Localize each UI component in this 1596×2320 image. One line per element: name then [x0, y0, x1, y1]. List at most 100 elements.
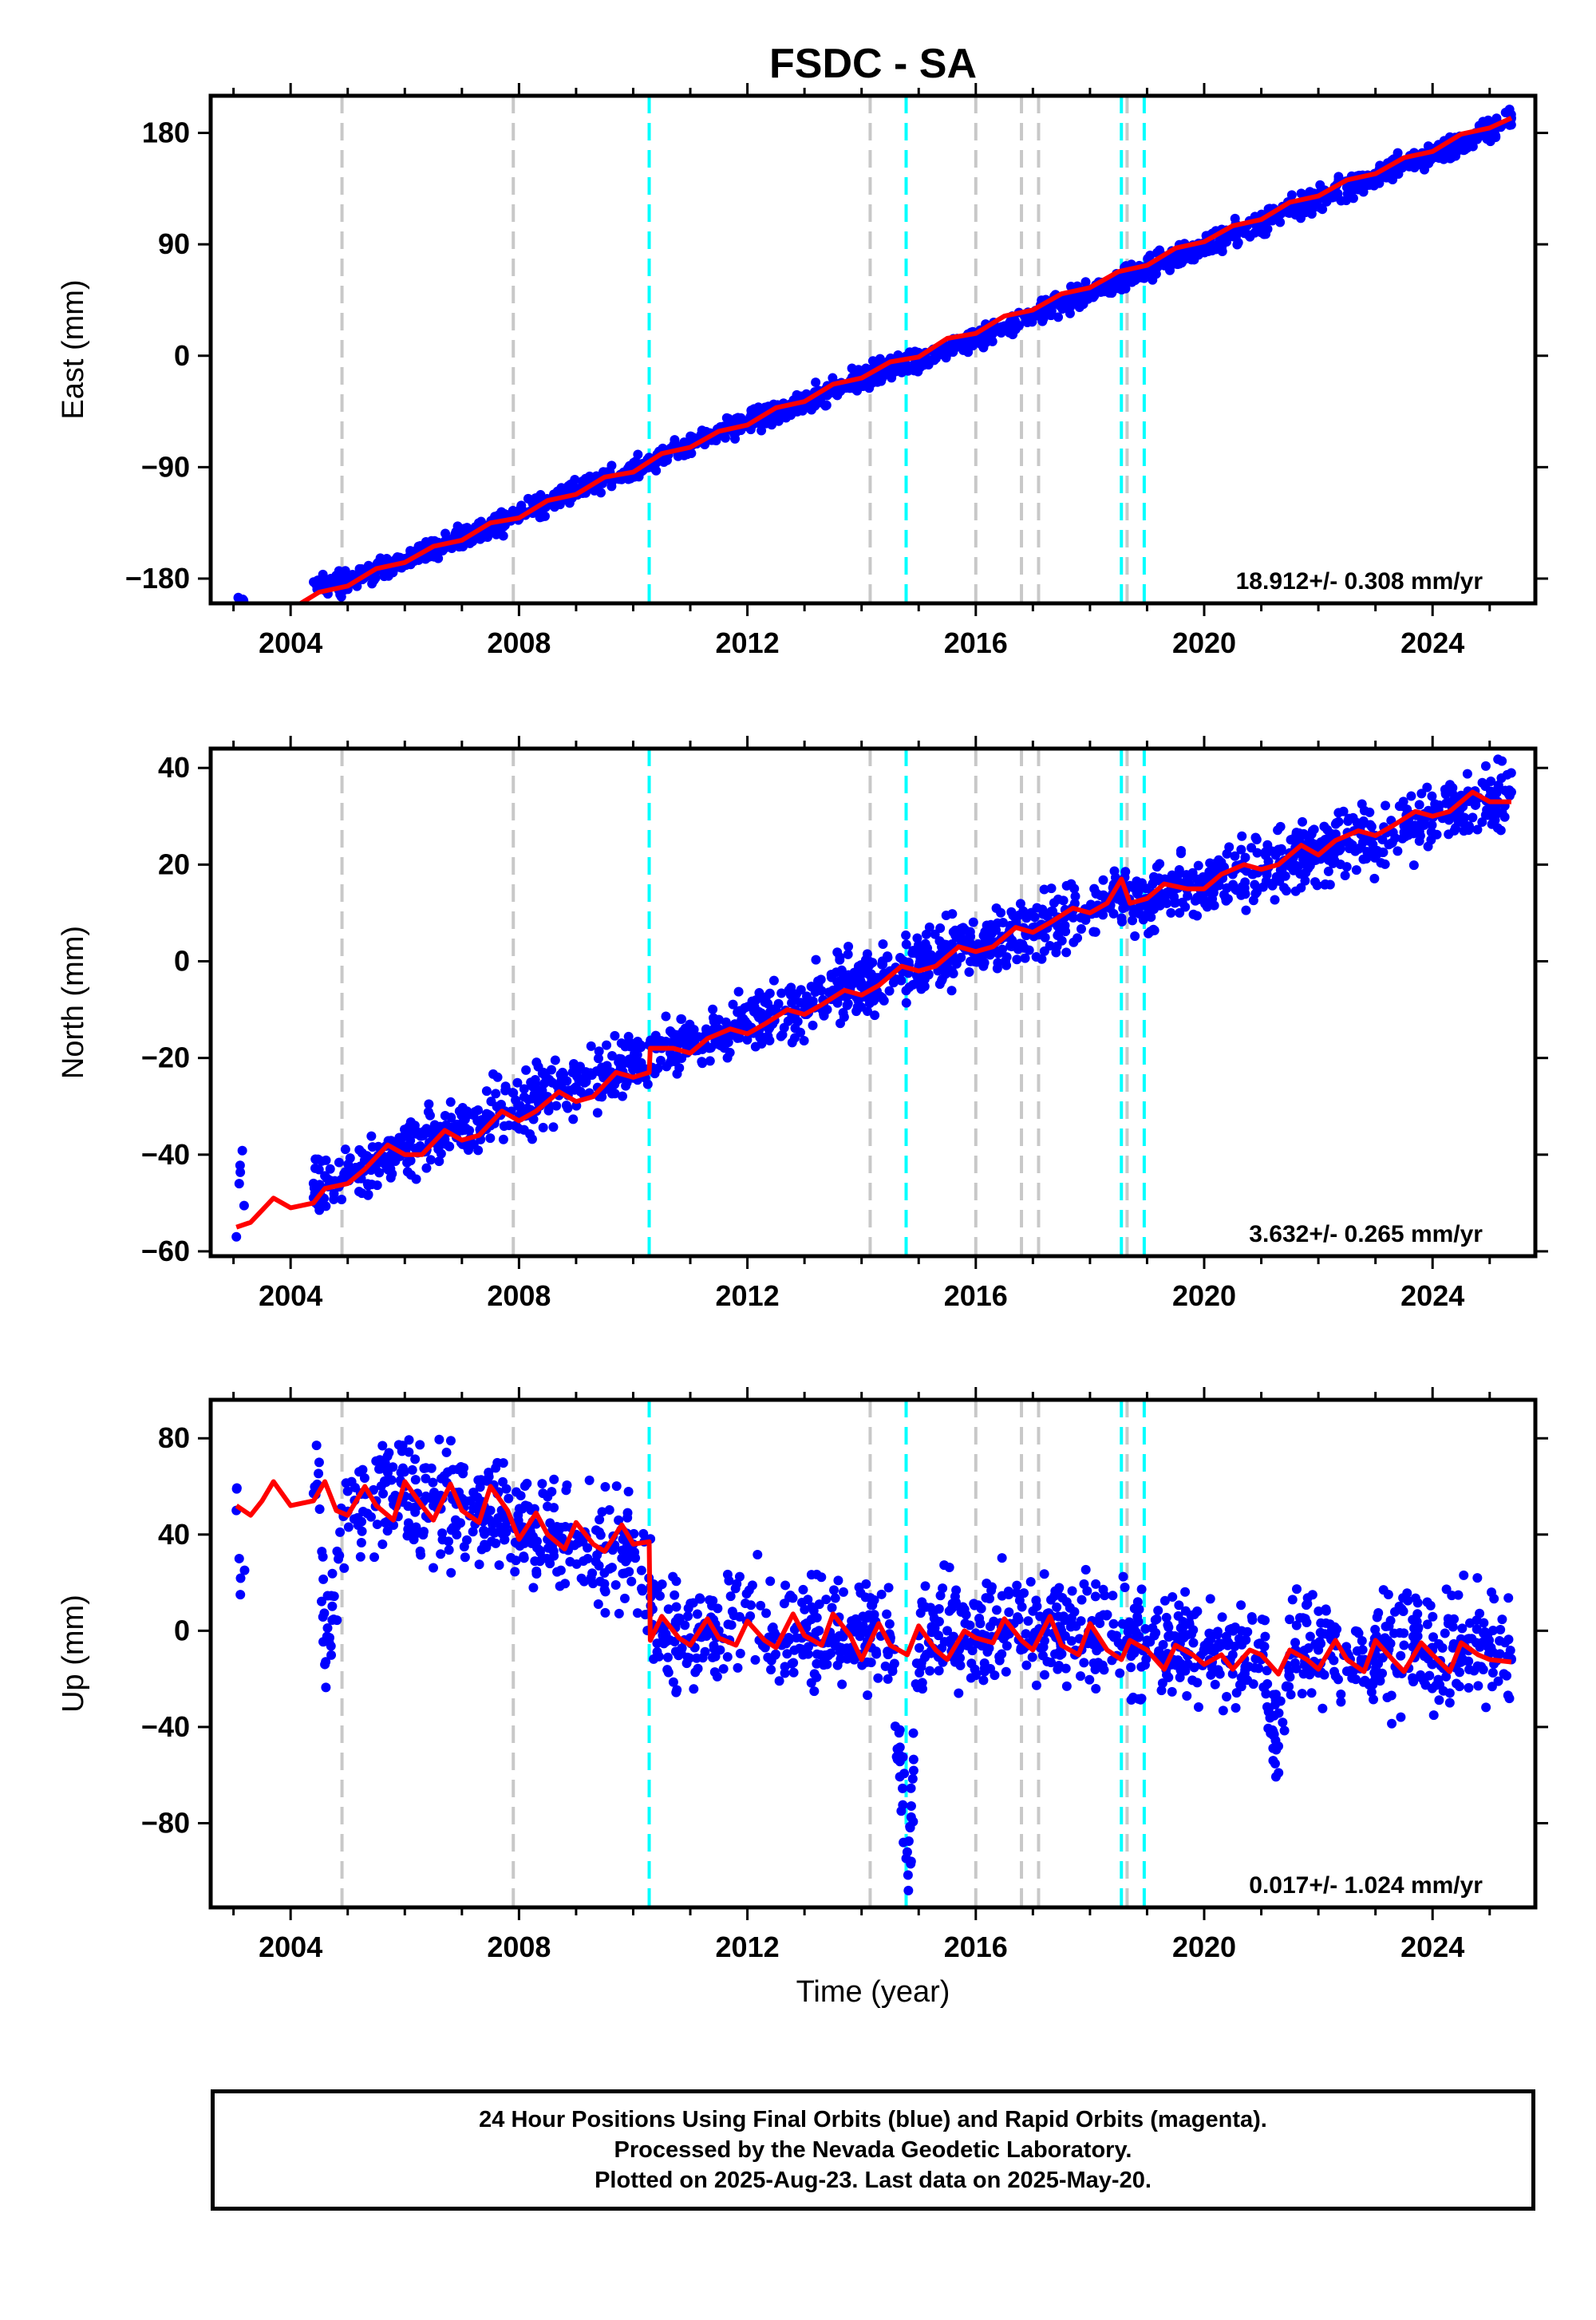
up-data-point	[437, 1535, 448, 1545]
up-data-point	[1477, 1637, 1487, 1647]
north-data-point	[1251, 887, 1262, 897]
up-data-point	[806, 1615, 816, 1625]
up-data-point	[674, 1615, 685, 1626]
y-tick-label: 40	[158, 751, 190, 784]
up-data-point	[1214, 1638, 1224, 1649]
up-data-point	[1097, 1660, 1108, 1670]
east-data-point	[858, 379, 868, 389]
up-data-point	[1108, 1591, 1118, 1601]
up-data-point	[1175, 1672, 1185, 1682]
up-data-point	[934, 1666, 944, 1676]
up-data-point	[1268, 1743, 1278, 1753]
up-data-point	[321, 1682, 331, 1693]
up-data-point	[671, 1687, 681, 1698]
north-data-point	[1357, 837, 1368, 848]
up-data-point	[327, 1601, 338, 1611]
up-data-point	[1382, 1693, 1393, 1703]
north-data-point	[1024, 945, 1034, 955]
north-data-point	[677, 1014, 687, 1025]
up-data-point	[1013, 1615, 1024, 1625]
up-data-point	[1383, 1635, 1393, 1646]
up-data-point	[600, 1482, 610, 1492]
up-data-point	[833, 1575, 843, 1586]
up-data-point	[1159, 1595, 1170, 1606]
up-data-point	[1133, 1632, 1144, 1642]
up-data-point	[434, 1434, 444, 1445]
up-data-point	[1193, 1702, 1203, 1713]
east-data-point	[1025, 312, 1035, 322]
north-data-point	[551, 1101, 562, 1111]
up-data-point	[349, 1514, 359, 1524]
up-data-point	[1357, 1636, 1367, 1646]
north-data-point	[708, 1004, 718, 1014]
up-data-point	[1187, 1675, 1198, 1686]
north-data-point	[1427, 820, 1437, 830]
north-data-point	[519, 1124, 529, 1135]
up-data-point	[917, 1678, 927, 1688]
up-data-point	[593, 1599, 603, 1610]
up-data-point	[1370, 1624, 1381, 1634]
north-data-point	[1506, 768, 1516, 778]
north-data-point	[464, 1144, 474, 1155]
up-data-point	[1088, 1658, 1099, 1668]
north-data-point	[839, 1012, 849, 1022]
north-data-point	[655, 1037, 666, 1047]
footer-line-3: Plotted on 2025-Aug-23. Last data on 202…	[595, 2168, 1152, 2193]
up-data-point	[1082, 1586, 1092, 1596]
north-data-point	[1416, 788, 1427, 799]
north-data-point	[1174, 865, 1184, 875]
up-data-point	[1246, 1611, 1257, 1622]
east-data-point	[1010, 324, 1021, 334]
up-plot-frame	[208, 1397, 1538, 1910]
up-data-point	[722, 1569, 733, 1579]
up-data-point	[1459, 1570, 1469, 1580]
north-data-point	[1230, 851, 1240, 861]
up-data-point	[1416, 1670, 1426, 1680]
north-data-point	[362, 1179, 373, 1189]
north-plot-frame	[208, 746, 1538, 1259]
east-data-point	[673, 451, 683, 461]
east-data-point	[523, 493, 533, 504]
up-data-point	[1207, 1662, 1217, 1673]
up-data-point	[636, 1565, 646, 1575]
north-data-point	[1300, 875, 1310, 886]
up-data-point	[1352, 1646, 1362, 1656]
east-data-point	[1114, 283, 1124, 294]
north-data-point	[1381, 800, 1391, 811]
up-data-point	[1182, 1690, 1192, 1701]
north-data-point	[1408, 860, 1419, 871]
east-data-point	[1104, 288, 1115, 298]
up-data-point	[771, 1649, 781, 1659]
up-data-point	[1167, 1592, 1178, 1603]
up-data-point	[468, 1488, 479, 1498]
up-data-point	[1243, 1662, 1254, 1672]
up-data-point	[997, 1649, 1007, 1659]
north-data-point	[719, 1043, 729, 1053]
east-data-point	[757, 425, 767, 436]
up-data-point	[350, 1482, 360, 1492]
up-data-point	[1428, 1611, 1438, 1622]
east-data-point	[1254, 222, 1264, 232]
north-data-point	[1175, 907, 1185, 918]
north-data-point	[1422, 782, 1432, 792]
up-data-point	[753, 1550, 763, 1560]
north-data-point	[586, 1070, 596, 1081]
up-data-point	[1117, 1618, 1128, 1629]
up-data-point	[1046, 1658, 1057, 1668]
north-data-point	[1323, 866, 1333, 876]
up-data-point	[630, 1553, 641, 1563]
north-data-point	[1270, 895, 1280, 905]
up-data-point	[883, 1674, 893, 1684]
up-data-point	[756, 1600, 766, 1611]
north-data-point	[1237, 831, 1247, 841]
north-data-point	[314, 1164, 324, 1175]
north-data-point	[792, 989, 802, 999]
y-tick-label: −60	[141, 1235, 190, 1267]
up-data-point	[1100, 1591, 1110, 1601]
up-data-point	[1369, 1694, 1379, 1705]
up-data-point	[1316, 1618, 1326, 1628]
east-data-point	[969, 336, 979, 346]
north-data-point	[843, 949, 853, 959]
up-data-point	[342, 1486, 353, 1496]
